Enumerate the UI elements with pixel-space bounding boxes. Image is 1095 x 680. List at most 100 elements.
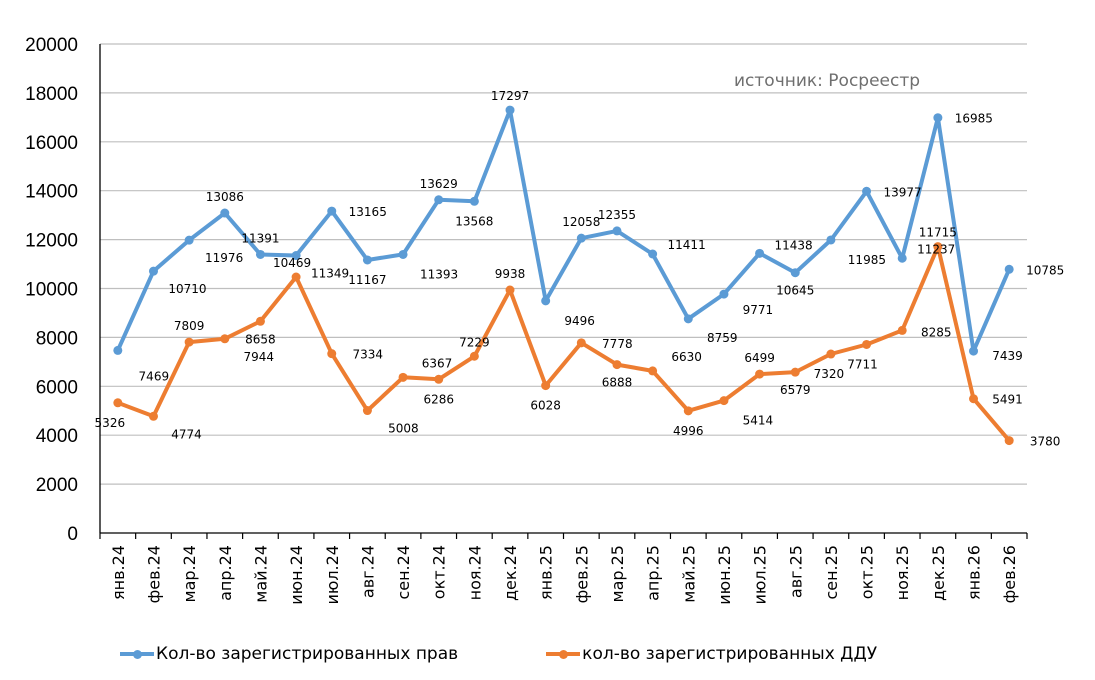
data-point[interactable]: [1004, 264, 1014, 274]
data-label: 6630: [671, 350, 702, 364]
data-labels: 7469 10710 11976 13086 11391 11349 13165 11167 1…: [95, 89, 1065, 448]
data-point[interactable]: [148, 266, 158, 276]
data-point[interactable]: [933, 113, 943, 123]
data-point[interactable]: [291, 251, 301, 261]
x-tick-label: ноя.24: [465, 545, 484, 600]
data-point[interactable]: [469, 351, 479, 361]
data-point[interactable]: [184, 235, 194, 245]
data-point[interactable]: [434, 195, 444, 205]
data-point[interactable]: [576, 233, 586, 243]
data-point[interactable]: [255, 249, 265, 259]
x-tick-label: апр.24: [216, 545, 235, 601]
x-tick-label: фев.25: [572, 545, 591, 603]
data-point[interactable]: [505, 105, 515, 115]
data-point[interactable]: [220, 334, 230, 344]
x-tick-label: фев.24: [144, 545, 163, 603]
data-point[interactable]: [755, 248, 765, 258]
data-point[interactable]: [683, 314, 693, 324]
data-label: 9771: [743, 303, 774, 317]
data-label: 10645: [776, 284, 814, 298]
data-point[interactable]: [505, 285, 515, 295]
data-point[interactable]: [362, 255, 372, 265]
legend-label-rights: Кол-во зарегистрированных прав: [156, 644, 459, 664]
y-tick-label: 8000: [36, 328, 78, 349]
legend: Кол-во зарегистрированных прав кол-во за…: [120, 644, 877, 664]
data-point[interactable]: [220, 208, 230, 218]
data-point[interactable]: [612, 226, 622, 236]
data-label: 7944: [244, 350, 275, 364]
legend-item-rights[interactable]: Кол-во зарегистрированных прав: [120, 644, 458, 664]
data-point[interactable]: [826, 349, 836, 359]
data-point[interactable]: [648, 249, 658, 259]
data-point[interactable]: [541, 381, 551, 391]
data-point[interactable]: [969, 394, 979, 404]
line-chart: 0 2000 4000 6000 8000 10000 12000 14000 16000 180…: [25, 35, 1065, 605]
data-label: 7711: [847, 357, 878, 371]
y-tick-label: 12000: [25, 231, 78, 252]
data-point[interactable]: [683, 406, 693, 416]
data-point[interactable]: [327, 349, 337, 359]
data-label: 3780: [1030, 435, 1061, 449]
data-label: 7439: [992, 349, 1023, 363]
data-label: 6367: [422, 356, 453, 370]
data-label: 11985: [848, 253, 886, 267]
data-point[interactable]: [790, 367, 800, 377]
data-label: 6888: [602, 376, 633, 390]
x-tick-label: янв.25: [537, 545, 556, 600]
legend-label-ddu: кол-во зарегистрированных ДДУ: [582, 644, 878, 664]
data-point[interactable]: [362, 406, 372, 416]
data-point[interactable]: [897, 325, 907, 335]
data-point[interactable]: [113, 398, 123, 408]
x-tick-label: мар.24: [180, 545, 199, 602]
data-point[interactable]: [755, 369, 765, 379]
data-point[interactable]: [897, 253, 907, 263]
x-tick-label: окт.25: [858, 545, 877, 599]
data-point[interactable]: [1004, 436, 1014, 446]
data-point[interactable]: [291, 272, 301, 282]
data-point[interactable]: [969, 346, 979, 356]
data-label: 13629: [420, 177, 458, 191]
x-tick-label: фев.26: [1000, 545, 1019, 603]
data-point[interactable]: [327, 206, 337, 216]
data-point[interactable]: [648, 366, 658, 376]
data-label: 13165: [349, 205, 387, 219]
data-point[interactable]: [576, 338, 586, 348]
data-label: 4996: [673, 424, 704, 438]
data-label: 11411: [668, 238, 706, 252]
legend-swatch-rights: [120, 649, 154, 659]
x-tick-label: май.25: [679, 545, 698, 603]
x-tick-label: янв.26: [965, 545, 984, 600]
data-point[interactable]: [113, 345, 123, 355]
data-point[interactable]: [862, 339, 872, 349]
data-point[interactable]: [719, 396, 729, 406]
data-point[interactable]: [255, 316, 265, 326]
data-point[interactable]: [434, 374, 444, 384]
data-point[interactable]: [398, 249, 408, 259]
data-point[interactable]: [933, 242, 943, 252]
data-label: 13977: [883, 185, 921, 199]
y-tick-label: 0: [67, 524, 78, 545]
data-point[interactable]: [398, 372, 408, 382]
data-label: 7334: [352, 348, 383, 362]
data-point[interactable]: [184, 337, 194, 347]
data-point[interactable]: [469, 196, 479, 206]
x-tick-label: сен.25: [822, 545, 841, 600]
legend-item-ddu[interactable]: кол-во зарегистрированных ДДУ: [546, 644, 877, 664]
x-tick-label: июн.25: [715, 545, 734, 605]
x-tick-label: дек.24: [501, 545, 520, 601]
data-label: 11237: [917, 242, 955, 256]
data-label: 11391: [241, 231, 279, 245]
data-point[interactable]: [719, 289, 729, 299]
data-point[interactable]: [862, 186, 872, 196]
data-point[interactable]: [790, 268, 800, 278]
data-point[interactable]: [148, 411, 158, 421]
data-label: 10469: [273, 256, 311, 270]
x-tick-label: ноя.25: [893, 545, 912, 600]
data-point[interactable]: [826, 235, 836, 245]
x-tick-label: июн.24: [287, 545, 306, 605]
data-label: 6499: [744, 351, 775, 365]
data-point[interactable]: [541, 296, 551, 306]
data-point[interactable]: [612, 360, 622, 370]
data-label: 13568: [455, 214, 493, 228]
x-tick-label: июл.25: [751, 545, 770, 605]
